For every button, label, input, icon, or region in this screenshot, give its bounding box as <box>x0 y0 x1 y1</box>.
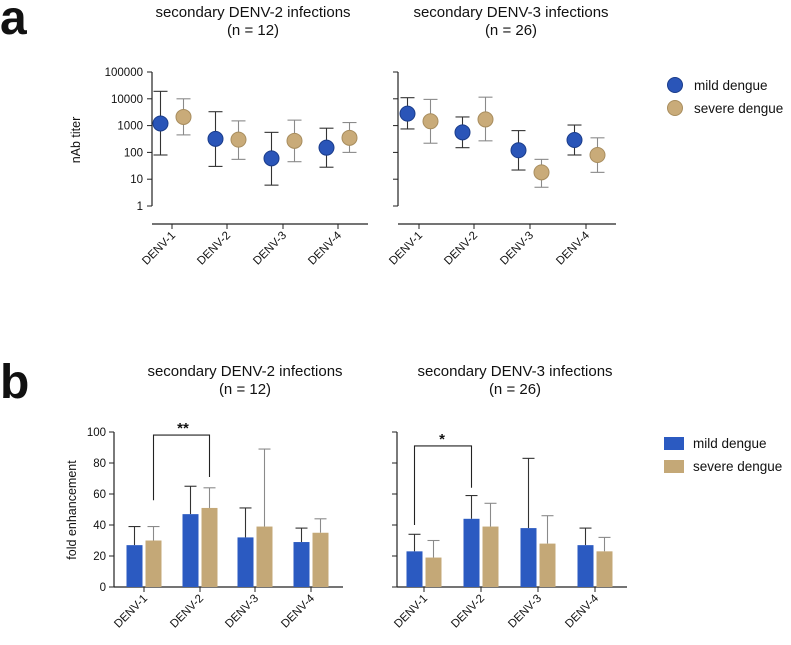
b-left-n: (n = 12) <box>219 381 271 398</box>
a-left-y-tick-label: 1000 <box>117 121 143 133</box>
a-left-n: (n = 12) <box>227 22 279 39</box>
a-right-severe-point <box>533 164 550 181</box>
a-left-mild-point <box>263 150 280 167</box>
panel-letter-a: a <box>0 0 27 45</box>
b-left-severe-bar <box>256 526 273 587</box>
b-left-y-tick-label: 20 <box>93 551 106 563</box>
b-right-x-tick-label: DENV-1 <box>392 593 430 631</box>
legend-b-mild-swatch <box>664 437 684 450</box>
a-right-severe-point <box>589 146 606 163</box>
a-left-y-tick-label: 10 <box>130 174 143 186</box>
a-left-x-tick-label: DENV-4 <box>306 229 344 267</box>
b-left-x-tick-label: DENV-3 <box>223 593 261 631</box>
a-left-x-tick-label: DENV-1 <box>140 230 178 268</box>
b-left-mild-bar <box>126 545 143 587</box>
b-left-mild-bar <box>237 537 254 587</box>
b-left-y-tick-label: 80 <box>93 458 106 470</box>
sig-right-label: * <box>439 431 445 448</box>
a-left-x-tick-label: DENV-2 <box>195 230 233 268</box>
a-right-mild-point <box>510 142 527 159</box>
a-left-y-tick-label: 100000 <box>105 67 143 79</box>
b-right-severe-bar <box>596 551 613 587</box>
b-right-x-tick-label: DENV-2 <box>449 593 487 631</box>
b-ylabel: fold enhancement <box>65 460 79 560</box>
b-left-severe-bar <box>145 540 162 587</box>
b-right-x-tick-label: DENV-3 <box>506 593 544 631</box>
b-left-x-tick-label: DENV-1 <box>112 593 150 631</box>
b-left-y-tick-label: 40 <box>93 520 106 532</box>
b-right-sig-bracket <box>413 445 473 525</box>
a-right-mild-point <box>454 124 471 141</box>
legend-a-mild-marker <box>667 77 683 93</box>
a-right-mild-point <box>566 132 583 149</box>
b-left-y-tick-label: 100 <box>87 427 106 439</box>
a-right-mild-point <box>399 105 416 122</box>
a-right-n: (n = 26) <box>485 22 537 39</box>
b-right-mild-bar <box>520 528 537 587</box>
a-left-mild-point <box>152 115 169 132</box>
b-right-mild-bar <box>577 545 594 587</box>
a-left-mild-point <box>318 139 335 156</box>
b-left-y-tick-label: 60 <box>93 489 106 501</box>
b-left-sig-bracket <box>152 434 211 501</box>
a-right-severe-point <box>477 111 494 128</box>
a-right-x-tick-label: DENV-3 <box>498 230 536 268</box>
a-left-y-tick-label: 1 <box>137 201 143 213</box>
a-ylabel: nAb titer <box>69 117 83 164</box>
b-left-x-tick-label: DENV-4 <box>279 592 317 630</box>
a-left-severe-point <box>341 129 358 146</box>
b-left-x-tick-label: DENV-2 <box>168 593 206 631</box>
b-left-mild-bar <box>293 542 310 587</box>
b-left-mild-bar <box>182 514 199 587</box>
a-left-mild-point <box>207 130 224 147</box>
b-left-y-tick-label: 0 <box>100 582 106 594</box>
legend-a-mild-label: mild dengue <box>694 78 768 93</box>
a-left-y-tick-label: 10000 <box>111 94 143 106</box>
a-left-y-tick-label: 100 <box>124 147 143 159</box>
legend-a-severe-label: severe dengue <box>694 101 783 116</box>
b-right-x-tick-label: DENV-4 <box>563 592 601 630</box>
a-left-title: secondary DENV-2 infections <box>155 4 350 21</box>
a-left-severe-point <box>286 132 303 149</box>
b-right-severe-bar <box>539 543 556 587</box>
panel-letter-b: b <box>0 356 29 409</box>
a-left-x-tick-label: DENV-3 <box>251 230 289 268</box>
sig-left-label: ** <box>177 420 189 437</box>
b-left-severe-bar <box>312 532 329 587</box>
b-right-mild-bar <box>406 551 423 587</box>
legend-b-severe-label: severe dengue <box>693 459 782 474</box>
a-left-severe-point <box>230 131 247 148</box>
a-right-x-tick-label: DENV-1 <box>387 230 425 268</box>
b-right-n: (n = 26) <box>489 381 541 398</box>
a-right-title: secondary DENV-3 infections <box>413 4 608 21</box>
b-right-title: secondary DENV-3 infections <box>417 363 612 380</box>
b-right-mild-bar <box>463 518 480 587</box>
legend-b-mild-label: mild dengue <box>693 436 767 451</box>
b-right-severe-bar <box>425 557 442 587</box>
legend-a-severe-marker <box>667 100 683 116</box>
b-left-title: secondary DENV-2 infections <box>147 363 342 380</box>
a-right-x-tick-label: DENV-4 <box>554 229 592 267</box>
a-left-severe-point <box>175 108 192 125</box>
b-left-severe-bar <box>201 507 218 587</box>
legend-b-severe-swatch <box>664 460 684 473</box>
b-right-severe-bar <box>482 526 499 587</box>
a-right-severe-point <box>422 113 439 130</box>
a-right-x-tick-label: DENV-2 <box>442 230 480 268</box>
